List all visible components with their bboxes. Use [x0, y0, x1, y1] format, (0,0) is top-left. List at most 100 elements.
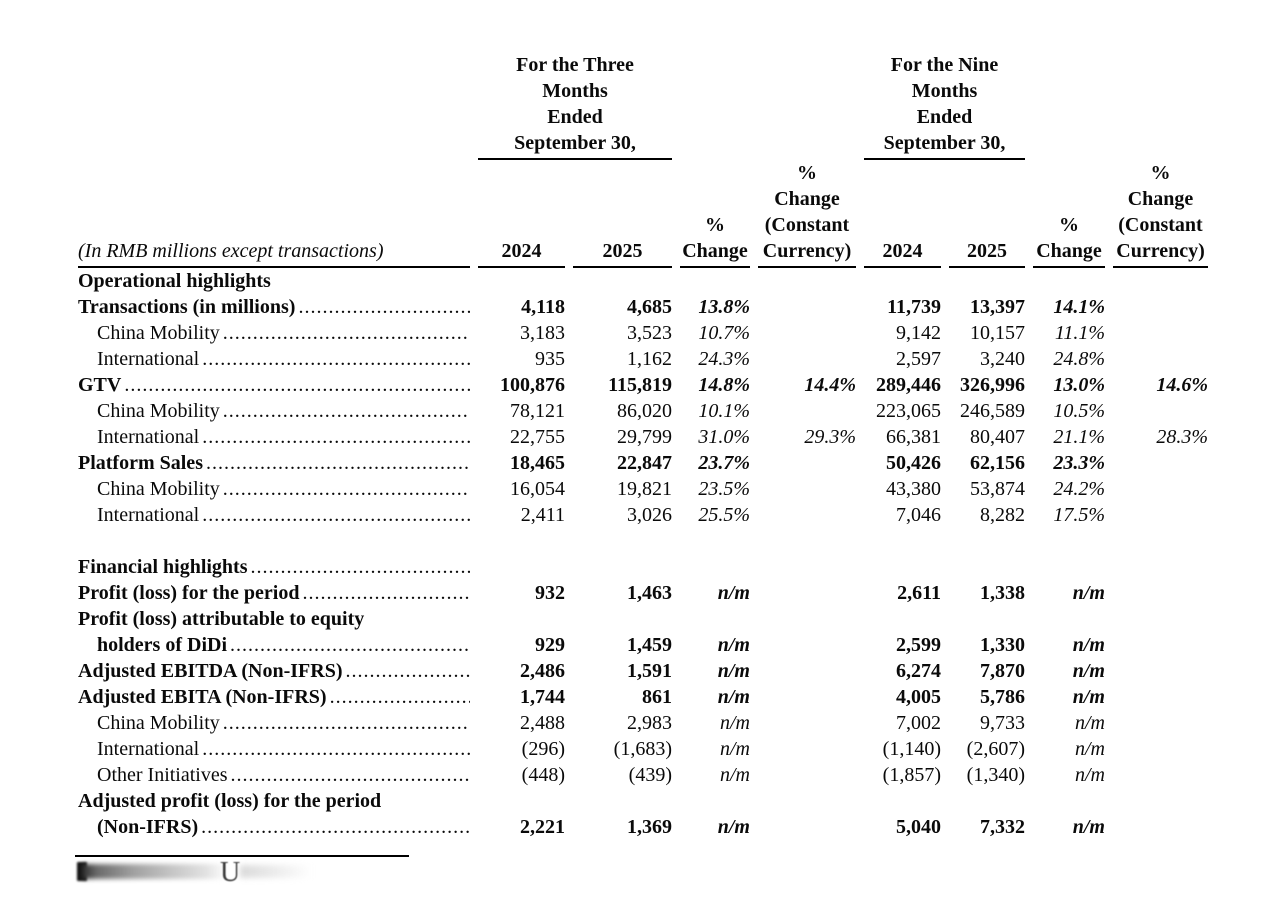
row-label-text: International	[97, 504, 200, 526]
amount-value	[949, 606, 1025, 632]
amount-value: 1,369	[627, 816, 672, 838]
row-label: Profit (loss) attributable to equity	[78, 606, 470, 632]
col-header-9m-pct-change: % Change	[1033, 160, 1105, 268]
amount-value: 7,002	[896, 712, 941, 734]
amount-value	[949, 788, 1025, 814]
row-label-text: China Mobility	[97, 400, 220, 422]
pct-change-value	[680, 606, 750, 632]
amount-value: (448)	[521, 764, 565, 786]
col-header-3m-pct-change-constant-currency: % Change (Constant Currency)	[758, 160, 856, 268]
pct-change-value: 24.8%	[1053, 348, 1105, 370]
col-header-9m-2024: 2024	[864, 160, 941, 268]
amount-value: (1,340)	[966, 764, 1025, 786]
pct-change-value	[758, 710, 856, 736]
amount-value: 19,821	[617, 478, 672, 500]
pct-change-value	[758, 398, 856, 424]
pct-change-value: n/m	[717, 634, 750, 656]
pct-change-value	[1113, 684, 1208, 710]
pct-change-value	[758, 346, 856, 372]
amount-value: 5,786	[980, 686, 1025, 708]
dot-leader	[327, 684, 470, 710]
pct-change-value	[1113, 632, 1208, 658]
row-label: International	[78, 502, 470, 528]
pct-change-value: n/m	[717, 582, 750, 604]
amount-value	[864, 606, 941, 632]
pct-change-value	[1113, 346, 1208, 372]
amount-value: 16,054	[510, 478, 565, 500]
dot-leader	[248, 554, 471, 580]
row-label: China Mobility	[78, 320, 470, 346]
row-label-text: Adjusted EBITA (Non-IFRS)	[78, 686, 327, 708]
amount-value	[478, 606, 565, 632]
pct-change-value	[758, 294, 856, 320]
pct-change-value	[1113, 320, 1208, 346]
amount-value: 223,065	[876, 400, 941, 422]
row-label: Financial highlights	[78, 554, 470, 580]
pct-change-value	[758, 606, 856, 632]
pct-change-value: n/m	[717, 660, 750, 682]
pct-change-value	[758, 320, 856, 346]
amount-value: 4,685	[627, 296, 672, 318]
row-label: Adjusted EBITDA (Non-IFRS)	[78, 658, 470, 684]
amount-value	[478, 554, 565, 580]
row-label: International	[78, 736, 470, 762]
row-label-text: Profit (loss) for the period	[78, 582, 300, 604]
row-label-text: holders of DiDi	[97, 634, 227, 656]
pct-change-value: 10.5%	[1053, 400, 1105, 422]
amount-value	[478, 788, 565, 814]
row-label: China Mobility	[78, 398, 470, 424]
row-label-text: China Mobility	[97, 478, 220, 500]
pct-change-value: 13.8%	[698, 296, 750, 318]
amount-value: 80,407	[970, 426, 1025, 448]
pct-change-value: 10.1%	[698, 400, 750, 422]
pct-change-value	[758, 762, 856, 788]
amount-value	[573, 606, 672, 632]
amount-value: 326,996	[960, 374, 1025, 396]
row-label-text: Adjusted profit (loss) for the period	[78, 790, 382, 812]
pct-change-value: n/m	[1072, 816, 1105, 838]
pct-change-value: n/m	[720, 764, 750, 786]
pct-change-value	[758, 450, 856, 476]
unit-note-header: (In RMB millions except transactions)	[78, 160, 470, 268]
amount-value: 929	[535, 634, 565, 656]
group-header-three-months: For the Three Months Ended September 30,	[478, 52, 672, 160]
pct-change-value	[680, 788, 750, 814]
amount-value: 1,463	[627, 582, 672, 604]
amount-value: (2,607)	[966, 738, 1025, 760]
pct-change-value: 17.5%	[1053, 504, 1105, 526]
row-label: Transactions (in millions)	[78, 294, 470, 320]
dot-leader	[199, 346, 470, 372]
amount-value: 2,611	[897, 582, 941, 604]
col-header-3m-2025: 2025	[573, 160, 672, 268]
pct-change-value: 23.5%	[698, 478, 750, 500]
amount-value: 3,183	[520, 322, 565, 344]
amount-value: 932	[535, 582, 565, 604]
pct-change-value: 14.1%	[1053, 296, 1105, 318]
amount-value: 861	[642, 686, 672, 708]
row-label: Adjusted profit (loss) for the period	[78, 788, 470, 814]
amount-value: 289,446	[876, 374, 941, 396]
amount-value: 2,411	[520, 504, 565, 526]
row-label: China Mobility	[78, 476, 470, 502]
pct-change-value	[1113, 554, 1208, 580]
pct-change-value	[1113, 814, 1208, 840]
amount-value: 4,118	[521, 296, 565, 318]
amount-value: 10,157	[970, 322, 1025, 344]
pct-change-value	[758, 632, 856, 658]
dot-leader	[199, 736, 470, 762]
row-label-text: International	[97, 738, 200, 760]
row-label-text: Transactions (in millions)	[78, 296, 296, 318]
pct-change-value: 13.0%	[1053, 374, 1105, 396]
pct-change-value	[1113, 762, 1208, 788]
amount-value: 2,983	[627, 712, 672, 734]
pct-change-value	[758, 554, 856, 580]
amount-value: 2,488	[520, 712, 565, 734]
amount-value	[573, 788, 672, 814]
amount-value: 7,046	[896, 504, 941, 526]
row-label-text: China Mobility	[97, 322, 220, 344]
amount-value: (439)	[628, 764, 672, 786]
pct-change-value	[758, 736, 856, 762]
spacer-row	[78, 528, 1208, 554]
blurred-footnote-tail	[240, 865, 312, 878]
